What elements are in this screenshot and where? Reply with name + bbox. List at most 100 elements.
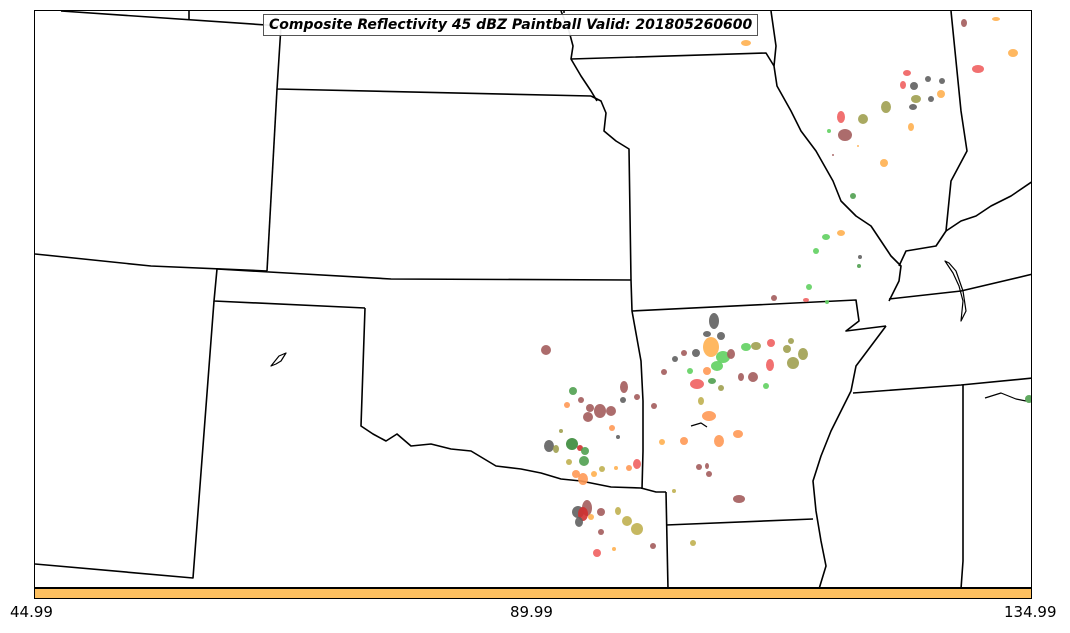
border-ia-mo <box>570 52 775 67</box>
border-co-ks <box>266 88 278 272</box>
reflectivity-blob <box>911 95 921 103</box>
reflectivity-blob <box>702 411 716 421</box>
reflectivity-blob <box>626 465 632 471</box>
reflectivity-blob <box>578 473 588 485</box>
border-tn-ms <box>852 377 1031 394</box>
reflectivity-blob <box>672 489 676 493</box>
reflectivity-blob <box>738 373 744 381</box>
border-ky-tn <box>888 273 1031 300</box>
reflectivity-blob <box>681 350 687 356</box>
border-mo-il <box>773 65 902 302</box>
reflectivity-blob <box>614 466 618 470</box>
lake-al <box>984 392 1027 402</box>
reflectivity-blob <box>709 313 719 329</box>
reflectivity-blob <box>612 547 616 551</box>
reflectivity-blob <box>703 337 719 357</box>
reflectivity-blob <box>597 508 605 516</box>
reflectivity-blob <box>937 90 945 98</box>
reflectivity-blob <box>733 430 743 438</box>
reflectivity-blob <box>787 357 799 369</box>
map-canvas <box>35 11 1031 587</box>
reflectivity-blob <box>703 331 711 337</box>
reflectivity-blob <box>692 349 700 357</box>
reflectivity-blob <box>714 435 724 447</box>
reflectivity-blob <box>741 40 751 46</box>
reflectivity-blob <box>631 523 643 535</box>
border-co-ne <box>276 25 592 97</box>
state-borders <box>35 11 1031 587</box>
reflectivity-blob <box>716 351 730 363</box>
reflectivity-blob <box>822 234 830 240</box>
reflectivity-blob <box>690 379 704 389</box>
reflectivity-blob <box>803 298 809 302</box>
reflectivity-blob <box>650 543 656 549</box>
reflectivity-blob <box>908 123 914 131</box>
reflectivity-blob <box>832 154 834 156</box>
colorbar-tick-mid: 89.99 <box>510 603 553 621</box>
reflectivity-blob <box>583 412 593 422</box>
reflectivity-blob <box>544 440 554 452</box>
lake-nm <box>270 352 287 367</box>
reflectivity-blob <box>767 339 775 347</box>
reflectivity-blob <box>703 367 711 375</box>
reflectivity-blob <box>599 466 605 472</box>
reflectivity-blob <box>581 447 589 455</box>
reflectivity-blob <box>718 385 724 391</box>
reflectivity-blob <box>992 17 1000 21</box>
reflectivity-blob <box>741 343 751 351</box>
reflectivity-blob <box>881 101 891 113</box>
reflectivity-blob <box>594 404 606 418</box>
reflectivity-blob <box>566 459 572 465</box>
reflectivity-blob <box>972 65 984 73</box>
reflectivity-blob <box>900 81 906 89</box>
lake-ar <box>690 422 708 428</box>
reflectivity-blob <box>586 404 594 412</box>
reflectivity-blob <box>858 255 862 259</box>
reflectivity-blob <box>910 82 918 90</box>
reflectivity-blob <box>622 516 632 526</box>
reflectivity-blob <box>690 540 696 546</box>
reflectivity-blob <box>925 76 931 82</box>
border-ms-al <box>960 385 964 587</box>
reflectivity-blob <box>727 349 735 359</box>
lake-ky <box>944 260 967 322</box>
reflectivity-blob <box>566 438 578 450</box>
reflectivity-blob <box>733 495 745 503</box>
reflectivity-blob <box>837 111 845 123</box>
border-mo-ar <box>631 299 887 332</box>
reflectivity-blob <box>857 145 859 147</box>
reflectivity-blob <box>659 439 665 445</box>
reflectivity-blob <box>541 345 551 355</box>
reflectivity-blob <box>615 507 621 515</box>
reflectivity-blob <box>672 356 678 362</box>
reflectivity-blob <box>857 264 861 268</box>
reflectivity-blob <box>766 359 774 371</box>
border-ks-ok <box>216 268 632 281</box>
border-wy-co-top <box>60 11 282 27</box>
border-nm-az <box>35 300 215 579</box>
reflectivity-blob <box>680 437 688 445</box>
reflectivity-blob <box>609 425 615 431</box>
colorbar-tick-max: 134.99 <box>1004 603 1057 621</box>
border-il-in <box>898 11 968 267</box>
reflectivity-blob <box>806 284 812 290</box>
border-ok-tx-panhandle <box>360 307 666 493</box>
reflectivity-blob <box>909 104 917 110</box>
reflectivity-blob <box>706 471 712 477</box>
reflectivity-blob <box>578 397 584 403</box>
reflectivity-blob <box>837 230 845 236</box>
reflectivity-blob <box>827 129 831 133</box>
colorbar-tick-min: 44.99 <box>10 603 53 621</box>
reflectivity-blob <box>651 403 657 409</box>
reflectivity-blob <box>591 471 597 477</box>
border-ar-la <box>665 518 814 526</box>
reflectivity-blob <box>606 406 616 416</box>
map-title: Composite Reflectivity 45 dBZ Paintball … <box>263 14 759 36</box>
reflectivity-blob <box>593 549 601 557</box>
reflectivity-blob <box>748 372 758 382</box>
reflectivity-blob <box>569 387 577 395</box>
border-ia-il <box>770 11 777 67</box>
reflectivity-blob <box>850 193 856 199</box>
reflectivity-blob <box>687 368 693 374</box>
reflectivity-blob <box>620 397 626 403</box>
